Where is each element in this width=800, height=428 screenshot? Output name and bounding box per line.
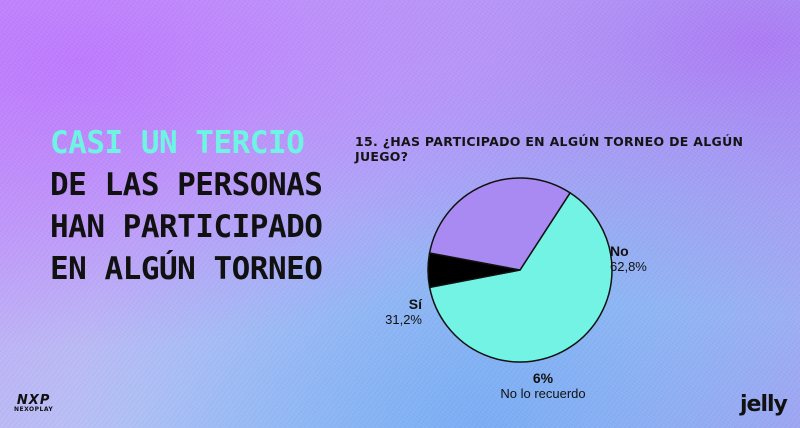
headline-line-1: Casi un tercio xyxy=(50,125,305,161)
slice-label-no: No 62,8% xyxy=(610,243,647,274)
slice-label-si-name: Sí xyxy=(408,296,422,312)
pie-slice-si xyxy=(428,177,572,271)
chart-title: 15. ¿Has participado en algún torneo de … xyxy=(355,134,744,164)
slice-label-si: Sí 31,2% xyxy=(362,296,422,327)
headline-line-4: en algún torneo xyxy=(50,251,323,287)
slice-label-no-recuerdo: 6% No lo recuerdo xyxy=(488,370,598,401)
slice-label-nr-value: 6% xyxy=(532,370,554,386)
nexoplay-mark: NXP xyxy=(16,393,51,408)
pie-slice-no xyxy=(428,191,613,363)
slice-label-si-value: 31,2% xyxy=(385,312,422,327)
nexoplay-logo: NXP NEXOPLAY xyxy=(14,394,53,413)
jelly-logo: jelly xyxy=(740,392,788,417)
slice-label-no-value: 62,8% xyxy=(610,259,647,274)
pie-chart xyxy=(427,177,613,363)
headline-line-2: de las personas xyxy=(50,167,323,203)
slice-label-nr-name: No lo recuerdo xyxy=(500,386,586,401)
headline: Casi un tercio de las personas han parti… xyxy=(50,122,323,290)
slice-label-no-name: No xyxy=(610,243,629,259)
nexoplay-wordmark: NEXOPLAY xyxy=(14,406,54,413)
headline-line-3: han participado xyxy=(50,209,323,245)
